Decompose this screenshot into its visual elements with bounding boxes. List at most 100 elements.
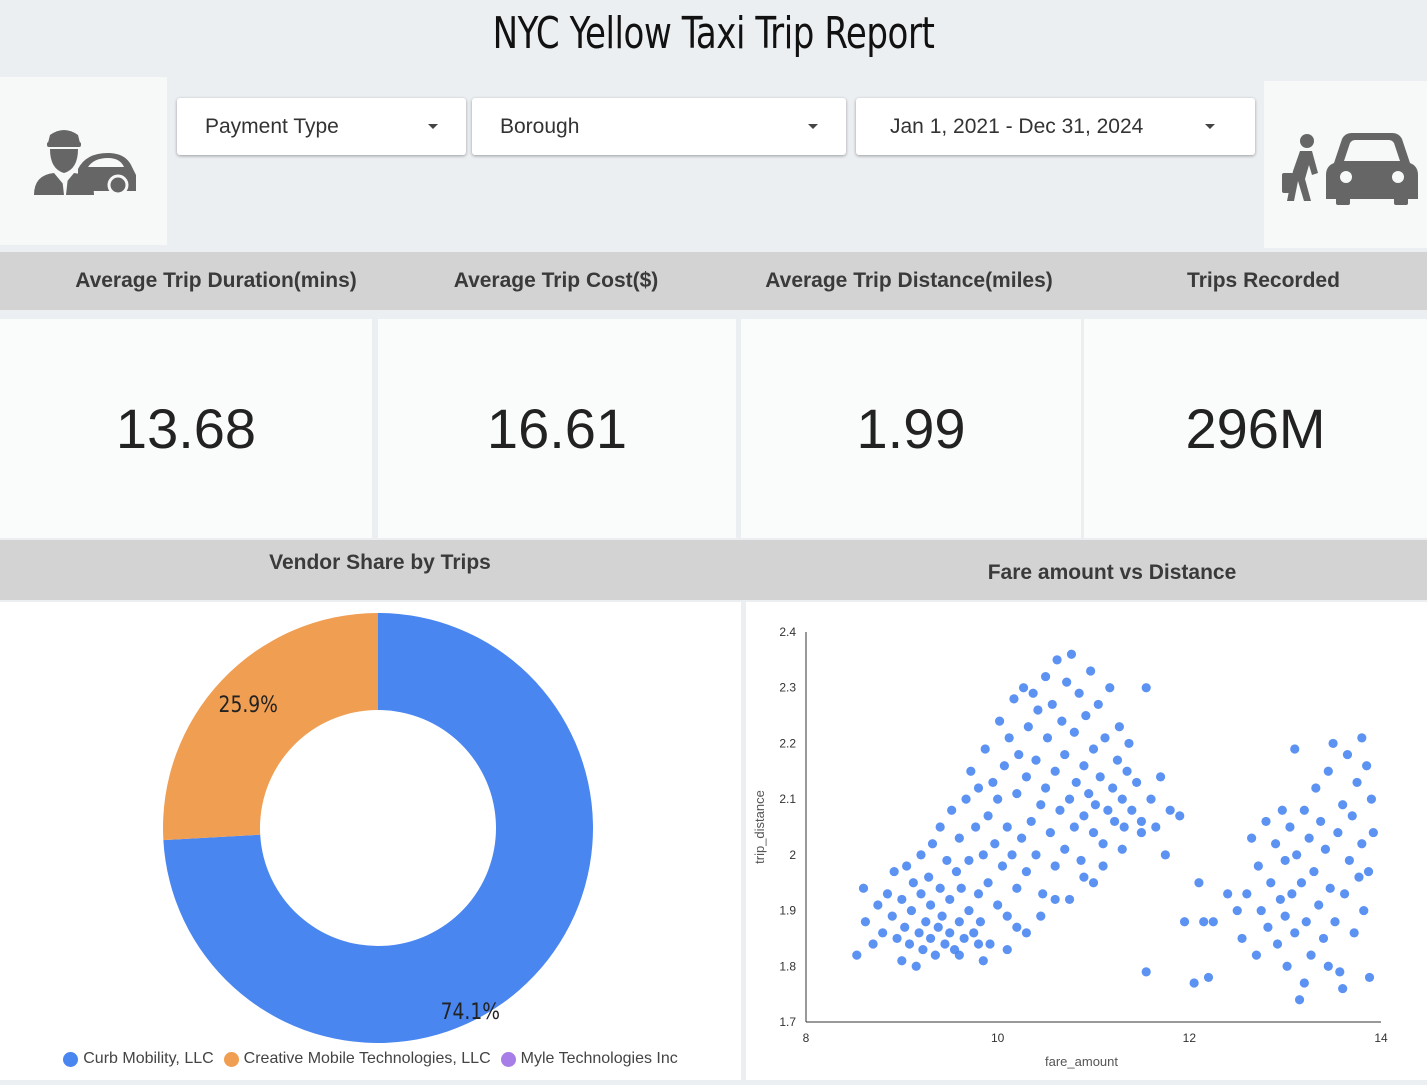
payment-type-dropdown[interactable]: Payment Type bbox=[177, 98, 466, 155]
scatter-point-184 bbox=[1304, 833, 1314, 843]
scatter-point-94 bbox=[1060, 844, 1070, 854]
scatter-point-29 bbox=[935, 883, 945, 893]
vendor-chart-panel: 74.1% 25.9% bbox=[0, 602, 741, 1080]
scatter-point-75 bbox=[1021, 772, 1032, 782]
scatter-point-164 bbox=[1256, 905, 1266, 916]
scatter-point-91 bbox=[1052, 655, 1062, 665]
scatter-point-72 bbox=[1017, 833, 1027, 843]
scatter-point-118 bbox=[1108, 783, 1118, 793]
scatter-point-84 bbox=[1040, 783, 1051, 793]
donut-slice-0[interactable] bbox=[163, 613, 594, 1043]
scatter-point-137 bbox=[973, 939, 984, 949]
scatter-point-202 bbox=[1347, 811, 1357, 821]
scatter-point-26 bbox=[927, 839, 938, 849]
legend-label-myle: Myle Technologies Inc bbox=[520, 1050, 678, 1067]
donut-slice-1[interactable] bbox=[163, 613, 378, 841]
scatter-point-160 bbox=[1242, 889, 1252, 899]
scatter-point-173 bbox=[1280, 855, 1290, 866]
kpi-value-duration: 13.68 bbox=[115, 397, 257, 460]
y-axis-label: trip_distance bbox=[752, 790, 767, 864]
scatter-point-3 bbox=[868, 939, 878, 949]
scatter-point-34 bbox=[945, 928, 955, 938]
scatter-chart-panel: 1.7 1.8 1.9 2 2.1 2.2 2.3 2.4 8 10 12 14 fare_amount… bbox=[746, 602, 1427, 1080]
scatter-point-40 bbox=[954, 833, 964, 843]
scatter-point-194 bbox=[1328, 738, 1338, 749]
scatter-point-145 bbox=[1088, 878, 1099, 888]
kpi-label-duration: Average Trip Duration(mins) bbox=[75, 269, 357, 292]
scatter-point-174 bbox=[1282, 961, 1292, 971]
scatter-point-156 bbox=[1203, 972, 1214, 983]
scatter-point-30 bbox=[935, 822, 945, 832]
scatter-point-114 bbox=[1098, 839, 1108, 849]
scatter-point-149 bbox=[978, 956, 988, 966]
scatter-point-205 bbox=[1354, 872, 1364, 882]
borough-dropdown[interactable]: Borough bbox=[472, 98, 846, 155]
scatter-point-150 bbox=[1141, 967, 1151, 977]
scatter-point-111 bbox=[1090, 800, 1101, 810]
scatter-point-186 bbox=[1309, 866, 1319, 877]
scatter-point-187 bbox=[1311, 783, 1321, 793]
scatter-point-127 bbox=[1132, 777, 1142, 788]
scatter-point-104 bbox=[1079, 761, 1089, 771]
scatter-point-74 bbox=[1021, 866, 1032, 877]
legend-item-curb[interactable]: Curb Mobility, LLC bbox=[63, 1050, 214, 1068]
date-range-dropdown[interactable]: Jan 1, 2021 - Dec 31, 2024 bbox=[856, 98, 1255, 155]
scatter-point-168 bbox=[1270, 839, 1281, 849]
scatter-point-201 bbox=[1344, 855, 1354, 866]
scatter-point-130 bbox=[1146, 794, 1156, 804]
scatter-point-11 bbox=[897, 894, 907, 905]
scatter-point-49 bbox=[973, 889, 984, 899]
kpi-card-cost: 16.61 bbox=[378, 319, 736, 538]
scatter-point-122 bbox=[1117, 794, 1127, 804]
scatter-point-176 bbox=[1287, 889, 1297, 899]
scatter-point-8 bbox=[889, 866, 899, 877]
scatter-point-172 bbox=[1280, 911, 1290, 921]
x-tick-label-2: 12 bbox=[1183, 1031, 1197, 1045]
scatter-point-166 bbox=[1263, 922, 1273, 932]
legend-dot-creative bbox=[223, 1051, 239, 1067]
y-tick-label-4: 2.1 bbox=[779, 792, 796, 806]
scatter-point-103 bbox=[1076, 855, 1086, 866]
scatter-point-152 bbox=[1179, 917, 1190, 927]
scatter-point-88 bbox=[1047, 699, 1057, 710]
scatter-point-181 bbox=[1296, 878, 1307, 888]
scatter-point-1 bbox=[858, 883, 869, 893]
scatter-point-2 bbox=[860, 917, 871, 927]
kpi-label-band bbox=[0, 252, 1427, 310]
scatter-point-23 bbox=[924, 872, 934, 882]
y-tick-label-2: 1.9 bbox=[779, 904, 796, 918]
scatter-point-99 bbox=[1069, 822, 1079, 832]
scatter-point-207 bbox=[1357, 839, 1367, 849]
scatter-point-209 bbox=[1362, 761, 1372, 771]
scatter-point-116 bbox=[1103, 805, 1113, 815]
scatter-point-38 bbox=[951, 866, 962, 877]
scatter-point-64 bbox=[1002, 911, 1012, 921]
scatter-point-188 bbox=[1314, 900, 1324, 910]
scatter-point-83 bbox=[1038, 889, 1048, 899]
scatter-point-69 bbox=[1012, 883, 1022, 893]
scatter-point-22 bbox=[921, 917, 931, 927]
scatter-point-175 bbox=[1285, 822, 1295, 832]
scatter-point-10 bbox=[897, 956, 907, 966]
scatter-point-19 bbox=[916, 889, 926, 899]
scatter-point-117 bbox=[1105, 683, 1115, 693]
scatter-point-131 bbox=[1151, 822, 1161, 832]
scatter-point-81 bbox=[1033, 705, 1043, 715]
scatter-point-80 bbox=[1031, 755, 1041, 765]
scatter-point-78 bbox=[1028, 688, 1038, 698]
scatter-point-208 bbox=[1359, 905, 1369, 916]
scatter-point-212 bbox=[1366, 794, 1377, 804]
scatter-point-51 bbox=[975, 917, 986, 927]
legend-item-creative[interactable]: Creative Mobile Technologies, LLC bbox=[223, 1050, 491, 1068]
scatter-point-21 bbox=[918, 944, 928, 955]
right-icon-panel bbox=[1264, 81, 1427, 248]
scatter-point-203 bbox=[1349, 928, 1359, 938]
scatter-point-216 bbox=[1299, 978, 1309, 988]
scatter-point-60 bbox=[993, 794, 1003, 804]
scatter-point-86 bbox=[1042, 733, 1053, 743]
traveler-car-icon bbox=[1282, 133, 1418, 205]
scatter-point-102 bbox=[1074, 688, 1084, 698]
scatter-point-177 bbox=[1290, 744, 1300, 754]
scatter-point-107 bbox=[1084, 788, 1094, 799]
legend-item-myle[interactable]: Myle Technologies Inc bbox=[500, 1050, 678, 1068]
